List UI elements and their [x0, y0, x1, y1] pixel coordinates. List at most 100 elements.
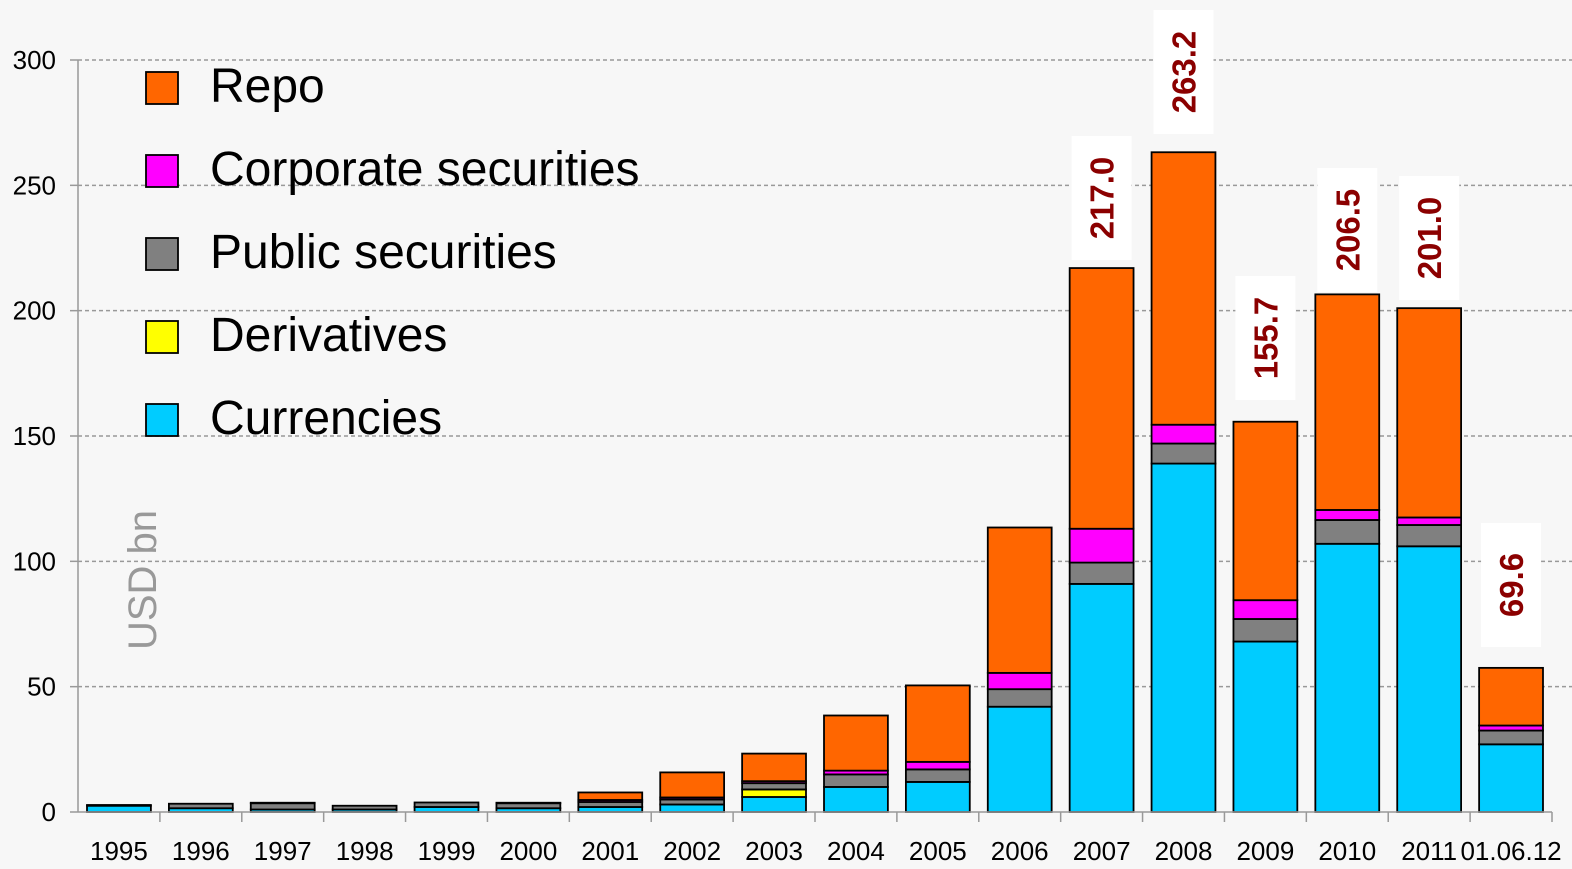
x-tick-label: 2011: [1401, 836, 1457, 866]
bar-segment-public-securities: [823, 773, 889, 788]
total-label-group: 201.0: [1399, 176, 1460, 300]
y-axis-ticks: 0 50 100 150 200 250 300: [13, 45, 78, 827]
x-tick-label: 2010: [1318, 836, 1376, 866]
legend-swatch: [145, 237, 179, 271]
bar-segment-currencies: [823, 786, 889, 813]
total-label-background: [1399, 176, 1460, 300]
total-label-background: [1317, 168, 1378, 292]
total-label-group: 155.7: [1235, 276, 1296, 400]
legend-swatch: [145, 71, 179, 105]
total-label-background: [1153, 10, 1214, 134]
y-tick-label: 0: [42, 797, 56, 827]
total-label-group: 69.6: [1481, 523, 1542, 647]
y-tick-label: 50: [27, 672, 56, 702]
bar-segment-corporate-securities: [1150, 423, 1217, 445]
bar-segment-public-securities: [331, 804, 398, 811]
legend-swatch: [145, 403, 179, 437]
bar-segment-public-securities: [1232, 618, 1299, 643]
x-tick-label: 2008: [1155, 836, 1213, 866]
bar-segment-public-securities: [413, 801, 480, 808]
legend-label: Corporate securities: [210, 143, 640, 196]
total-label: 69.6: [1493, 553, 1530, 617]
total-label: 263.2: [1166, 31, 1203, 114]
bar-segment-corporate-securities: [986, 671, 1053, 691]
bar-segment-public-securities: [1314, 519, 1381, 545]
bar-segment-public-securities: [904, 768, 971, 783]
total-label-background: [1481, 523, 1542, 647]
x-tick-label: 2004: [827, 836, 885, 866]
bar-segment-public-securities: [86, 804, 152, 807]
y-tick-label: 200: [13, 296, 56, 326]
bar-segment-currencies: [741, 796, 807, 813]
x-tick-label: 2000: [499, 836, 557, 866]
total-label-group: 263.2: [1153, 10, 1214, 134]
bar-segment-repo: [904, 684, 971, 763]
total-labels: 217.0 263.2 155.7 206.5 201.0 69.6: [1071, 10, 1542, 647]
x-tick-label: 1998: [336, 836, 394, 866]
bar-segment-corporate-securities: [1068, 527, 1135, 564]
x-tick-label: 1999: [418, 836, 476, 866]
bar-segment-repo: [741, 752, 807, 783]
bar-segment-corporate-securities: [1314, 509, 1381, 521]
bar-segment-corporate-securities: [904, 760, 971, 771]
bar-segment-public-securities: [1478, 729, 1544, 746]
bar-segment-repo: [1150, 151, 1217, 426]
y-tick-label: 300: [13, 45, 56, 75]
bar-segment-currencies: [1068, 582, 1135, 813]
x-tick-label: 1997: [254, 836, 312, 866]
total-label: 206.5: [1329, 189, 1366, 272]
legend-label: Repo: [210, 60, 325, 113]
x-tick-label: 2003: [745, 836, 803, 866]
x-tick-label: 2005: [909, 836, 967, 866]
bar-segment-currencies: [986, 705, 1053, 813]
bar-segment-public-securities: [986, 688, 1053, 708]
total-label: 155.7: [1247, 297, 1284, 380]
total-label-group: 217.0: [1071, 136, 1132, 260]
bar-segment-corporate-securities: [495, 801, 562, 805]
bar-segment-currencies: [1232, 640, 1299, 813]
bar-segment-repo: [1314, 293, 1381, 511]
x-tick-label: 1995: [90, 836, 148, 866]
legend: Repo Corporate securities Public securitie…: [145, 60, 640, 445]
bar-segment-currencies: [1478, 743, 1544, 813]
total-label-group: 206.5: [1317, 168, 1378, 292]
bar-segment-repo: [986, 526, 1053, 674]
bar-segment-public-securities: [1150, 442, 1217, 465]
bar-segment-corporate-securities: [249, 801, 316, 805]
y-tick-label: 150: [13, 421, 56, 451]
x-tick-label: 1996: [172, 836, 230, 866]
bar-segment-repo: [1068, 267, 1135, 530]
x-tick-label: 01.06.12: [1460, 836, 1561, 866]
total-label: 201.0: [1411, 197, 1448, 280]
bar-segment-repo: [659, 771, 726, 799]
bars: [86, 151, 1544, 813]
legend-swatch: [145, 320, 179, 354]
bar-segment-repo: [1396, 307, 1463, 519]
bar-segment-repo: [577, 791, 644, 801]
legend-label: Currencies: [210, 392, 442, 445]
legend-swatch: [145, 154, 179, 188]
x-tick-label: 2006: [991, 836, 1049, 866]
y-tick-label: 250: [13, 170, 56, 200]
bar-segment-repo: [1232, 420, 1299, 602]
bar-segment-currencies: [1396, 545, 1463, 813]
total-label-background: [1071, 136, 1132, 260]
bar-segment-public-securities: [249, 802, 316, 811]
bar-segment-currencies: [86, 804, 152, 813]
x-tick-label: 2009: [1236, 836, 1294, 866]
bar-segment-public-securities: [741, 782, 807, 791]
bar-segment-public-securities: [1068, 561, 1135, 585]
legend-label: Public securities: [210, 226, 557, 279]
total-label: 217.0: [1084, 157, 1121, 240]
bar-segment-currencies: [659, 803, 726, 813]
gridlines: [78, 59, 1572, 688]
x-axis-ticks: 1995 1996 1997 1998 1999 2000 2001 2002 2003 2004…: [90, 812, 1562, 866]
bar-segment-currencies: [1314, 542, 1381, 813]
bar-segment-currencies: [904, 781, 971, 813]
bar-segment-currencies: [1150, 462, 1217, 813]
bar-segment-corporate-securities: [1396, 516, 1463, 526]
bar-segment-corporate-securities: [1232, 599, 1299, 620]
total-label-background: [1235, 276, 1296, 400]
legend-label: Derivatives: [210, 309, 447, 362]
